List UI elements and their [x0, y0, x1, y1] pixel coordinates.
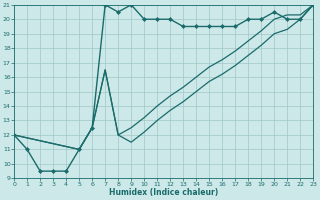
- X-axis label: Humidex (Indice chaleur): Humidex (Indice chaleur): [109, 188, 218, 197]
